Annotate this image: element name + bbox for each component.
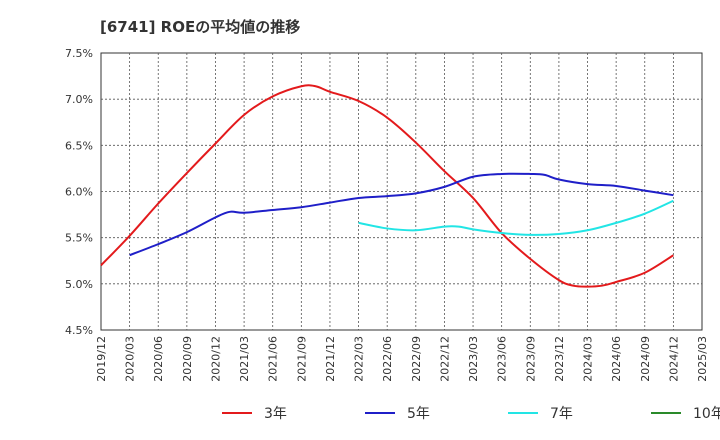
y-tick-label: 5.5%: [65, 232, 93, 245]
x-tick-label: 2021/12: [324, 336, 337, 382]
x-tick-label: 2023/12: [553, 336, 566, 382]
chart-title: [6741] ROEの平均値の推移: [100, 18, 300, 36]
grid-lines: [101, 53, 702, 330]
x-tick-label: 2022/06: [381, 336, 394, 382]
y-tick-label: 4.5%: [65, 324, 93, 337]
x-tick-label: 2025/03: [696, 336, 709, 382]
x-tick-label: 2020/09: [181, 336, 194, 382]
series-lines: [100, 84, 674, 288]
x-tick-label: 2022/09: [410, 336, 423, 382]
x-tick-label: 2022/03: [353, 336, 366, 382]
x-tick-label: 2019/12: [95, 336, 108, 382]
y-tick-label: 7.5%: [65, 47, 93, 60]
x-tick-label: 2023/09: [524, 336, 537, 382]
x-tick-label: 2021/06: [267, 336, 280, 382]
y-axis-ticks: 4.5% 5.0% 5.5% 6.0% 6.5% 7.0% 7.5%: [65, 47, 93, 337]
legend-label-2: 5年: [407, 406, 430, 422]
legend: 3年 5年 7年 10年: [222, 406, 720, 422]
x-tick-label: 2021/09: [295, 336, 308, 382]
x-tick-label: 2023/03: [467, 336, 480, 382]
legend-label-4: 10年: [693, 406, 720, 422]
x-axis-ticks: 2019/12 2020/03 2020/06 2020/09 2020/12 2021/…: [95, 336, 709, 382]
series-line-2: [129, 172, 674, 257]
x-tick-label: 2021/03: [238, 336, 251, 382]
y-tick-label: 6.5%: [65, 139, 93, 152]
x-tick-label: 2020/03: [124, 336, 137, 382]
series-line-3: [358, 199, 674, 236]
y-tick-label: 5.0%: [65, 278, 93, 291]
x-tick-label: 2024/09: [639, 336, 652, 382]
x-tick-label: 2023/06: [496, 336, 509, 382]
x-tick-label: 2020/12: [209, 336, 222, 382]
series-line-1: [100, 84, 674, 288]
x-tick-label: 2020/06: [152, 336, 165, 382]
y-tick-label: 7.0%: [65, 93, 93, 106]
x-tick-label: 2024/06: [610, 336, 623, 382]
x-tick-label: 2024/03: [582, 336, 595, 382]
x-tick-label: 2024/12: [667, 336, 680, 382]
x-tick-label: 2022/12: [438, 336, 451, 382]
y-tick-label: 6.0%: [65, 186, 93, 199]
legend-label-1: 3年: [264, 406, 287, 422]
legend-label-3: 7年: [550, 406, 573, 422]
